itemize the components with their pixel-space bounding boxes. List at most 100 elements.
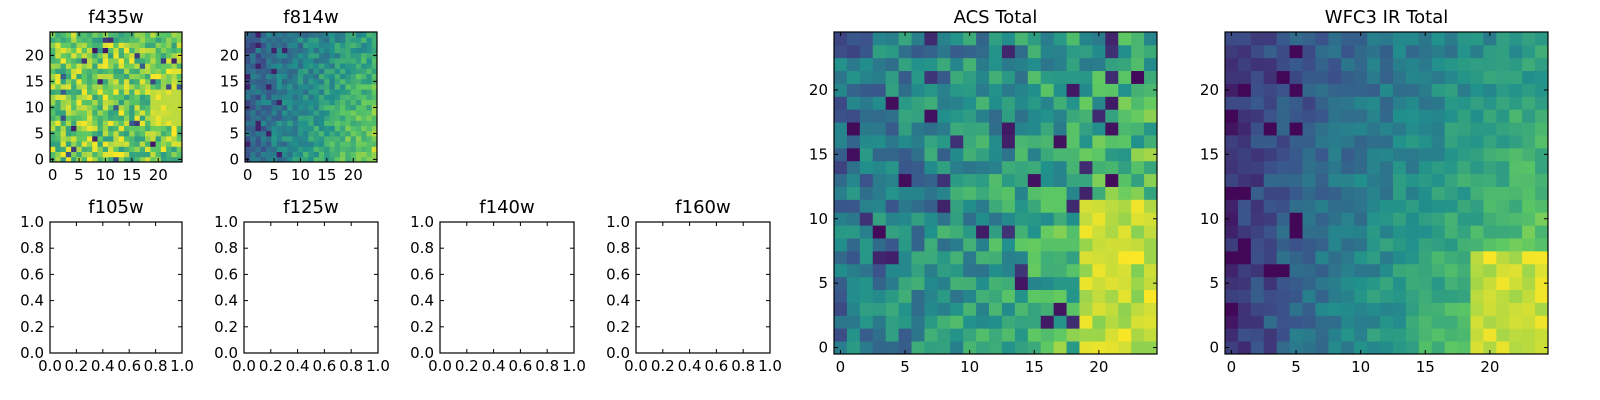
heatmap-cell xyxy=(345,37,351,43)
heatmap-cell xyxy=(355,99,362,106)
heatmap-cell xyxy=(313,84,320,90)
heatmap-cell xyxy=(1392,83,1407,97)
heatmap-cell xyxy=(118,37,125,43)
heatmap-cell xyxy=(1354,57,1368,72)
heatmap-cell xyxy=(55,52,61,59)
heatmap-cell xyxy=(911,44,925,59)
heatmap-cell xyxy=(1225,122,1239,136)
heatmap-cell xyxy=(1105,32,1119,46)
heatmap-cell xyxy=(989,160,1003,175)
heatmap-cell xyxy=(1431,225,1446,239)
heatmap-cell xyxy=(155,115,162,121)
heatmap-cell xyxy=(1289,122,1303,136)
heatmap-cell xyxy=(1289,276,1303,290)
heatmap-cell xyxy=(123,32,130,38)
heatmap-cell xyxy=(271,99,278,106)
heatmap-cell xyxy=(1392,173,1407,187)
heatmap-cell xyxy=(276,125,283,132)
heatmap-cell xyxy=(834,289,848,303)
heatmap-cell xyxy=(1496,160,1510,175)
heatmap-cell xyxy=(1496,328,1510,342)
heatmap-cell xyxy=(350,99,357,106)
heatmap-cell xyxy=(1144,315,1158,329)
heatmap-cell xyxy=(276,115,283,121)
heatmap-cell xyxy=(976,199,990,213)
heatmap-cell xyxy=(1418,328,1433,342)
heatmap-cell xyxy=(1431,96,1446,110)
y-tick-label: 0.2 xyxy=(606,318,630,336)
heatmap-cell xyxy=(1418,302,1433,316)
x-tick-label: 0.0 xyxy=(38,357,62,375)
heatmap-cell xyxy=(1535,315,1549,329)
heatmap-cell xyxy=(60,94,67,100)
heatmap-cell xyxy=(950,109,964,123)
heatmap-cell xyxy=(139,58,146,64)
heatmap-cell xyxy=(313,156,320,163)
heatmap-cell xyxy=(1118,302,1132,316)
heatmap-cell xyxy=(1405,186,1420,200)
heatmap-cell xyxy=(1014,57,1029,72)
heatmap-cell xyxy=(145,52,151,59)
heatmap-cell xyxy=(1483,212,1497,226)
heatmap-cell xyxy=(1328,160,1342,175)
heatmap-cell xyxy=(1014,315,1029,329)
heatmap-cell xyxy=(329,73,336,80)
heatmap-cell xyxy=(1341,225,1355,239)
heatmap-cell xyxy=(1392,186,1407,200)
y-tick-label: 0.0 xyxy=(606,344,630,362)
heatmap-cell xyxy=(1354,122,1368,136)
heatmap-cell xyxy=(1367,135,1381,149)
heatmap-cell xyxy=(1276,160,1290,175)
heatmap-cell xyxy=(872,83,887,97)
heatmap-cell xyxy=(334,99,341,106)
heatmap-cell xyxy=(1341,122,1355,136)
heatmap-cell xyxy=(92,37,98,43)
heatmap-cell xyxy=(176,68,183,74)
heatmap-cell xyxy=(1001,276,1016,290)
heatmap-cell xyxy=(963,276,977,290)
heatmap-cell xyxy=(1496,341,1510,355)
heatmap-cell xyxy=(65,130,72,137)
heatmap-cell xyxy=(1354,160,1368,175)
heatmap-cell xyxy=(371,141,378,147)
heatmap-cell xyxy=(1315,276,1329,290)
heatmap-cell xyxy=(859,147,874,162)
heatmap-cell xyxy=(260,104,267,111)
heatmap-cell xyxy=(846,96,861,110)
heatmap-cell xyxy=(1027,44,1042,59)
heatmap-cell xyxy=(1405,44,1420,59)
heatmap-cell xyxy=(350,68,357,74)
heatmap-cell xyxy=(1144,147,1158,162)
heatmap-cell xyxy=(171,32,178,38)
heatmap-cell xyxy=(113,78,120,85)
heatmap-cell xyxy=(308,151,315,158)
heatmap-cell xyxy=(1470,160,1484,175)
heatmap-cell xyxy=(1027,173,1042,187)
heatmap-cell xyxy=(1040,225,1055,239)
heatmap-cell xyxy=(1444,160,1458,175)
heatmap-cell xyxy=(1276,135,1290,149)
heatmap-cell xyxy=(145,32,151,38)
heatmap-cell xyxy=(1014,173,1029,187)
heatmap-cell xyxy=(1418,135,1433,149)
heatmap-cell xyxy=(1289,328,1303,342)
heatmap-cell xyxy=(1263,263,1278,278)
heatmap-cell xyxy=(318,104,325,111)
heatmap-cell xyxy=(266,47,272,54)
heatmap-cell xyxy=(71,115,77,121)
heatmap-cell xyxy=(297,84,304,90)
heatmap-cell xyxy=(65,99,72,106)
heatmap-cell xyxy=(150,115,156,121)
heatmap-cell xyxy=(859,250,874,265)
heatmap-cell xyxy=(1315,70,1329,84)
heatmap-cell xyxy=(1092,160,1106,175)
heatmap-cell xyxy=(989,263,1003,278)
heatmap-cell xyxy=(81,78,88,85)
heatmap-cell xyxy=(250,37,256,43)
heatmap-cell xyxy=(1014,302,1029,316)
heatmap-cell xyxy=(366,42,373,48)
y-tick-label: 0.0 xyxy=(20,344,44,362)
y-tick-label: 0.8 xyxy=(214,239,238,257)
heatmap-cell xyxy=(1289,263,1303,278)
heatmap-cell xyxy=(361,68,367,74)
